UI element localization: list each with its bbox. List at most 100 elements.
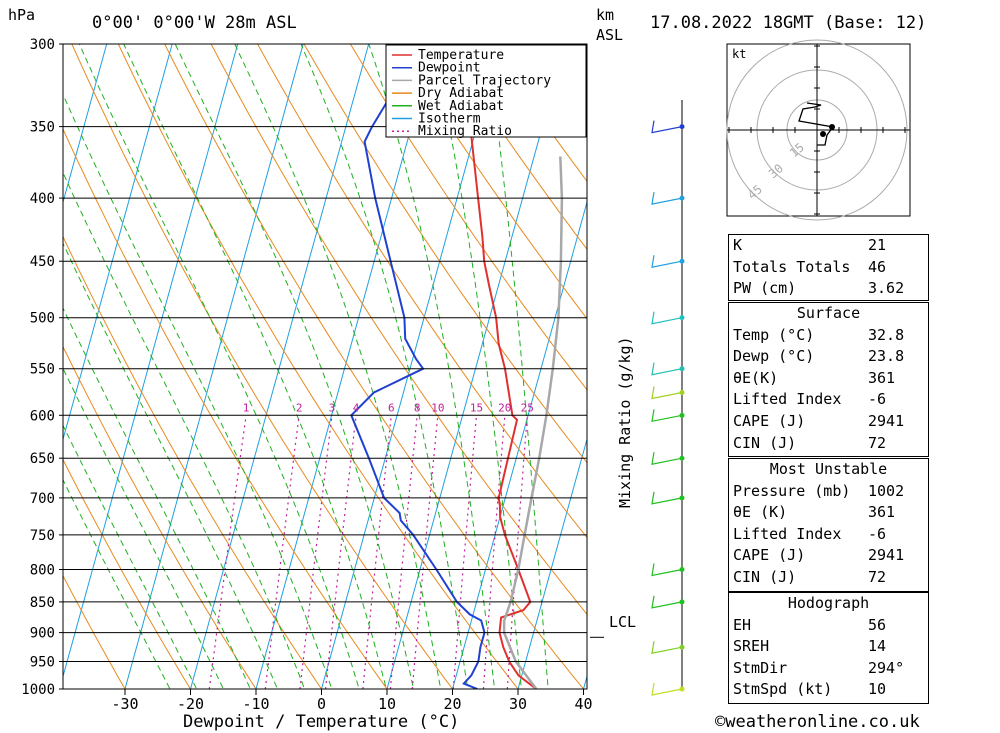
hodo_params-label: StmDir — [733, 658, 788, 677]
hodo_params-label: EH — [733, 615, 752, 634]
most_unstable-label: Lifted Index — [733, 524, 842, 543]
general-row: Totals Totals 46 — [729, 257, 928, 279]
mixing-ratio-line — [389, 415, 418, 689]
pressure-tick-label: 900 — [30, 626, 55, 642]
dry-adiabat-line — [63, 458, 192, 689]
hodograph-trace — [798, 102, 835, 146]
wet-adiabat-line — [368, 44, 496, 689]
temperature-tick-label: -30 — [111, 695, 138, 713]
indices-box-general: K 21 Totals Totals 46 PW (cm) 3.62 — [728, 234, 929, 301]
general-label: Totals Totals — [733, 257, 851, 276]
wet-adiabat-line — [486, 44, 549, 689]
surface-value: -6 — [868, 390, 887, 409]
surface-row: Dewp (°C) 23.8 — [729, 346, 928, 368]
pressure-tick-label: 300 — [30, 37, 55, 53]
wind-barb-dot — [679, 566, 685, 572]
isotherm-line — [124, 44, 304, 689]
mixing-ratio-label: 2 — [296, 401, 303, 414]
dry-adiabat-line — [349, 44, 587, 391]
height-unit-asl: ASL — [596, 26, 623, 44]
hodograph-storm-marker — [829, 124, 835, 130]
legend-entry: Wet Adiabat — [418, 99, 504, 114]
datetime-label: 17.08.2022 18GMT (Base: 12) — [650, 13, 926, 33]
surface-row: CAPE (J) 2941 — [729, 411, 928, 433]
mixing-ratio-label: 20 — [498, 401, 511, 414]
hodo_params-label: StmSpd (kt) — [733, 680, 833, 699]
wind-barb — [651, 192, 683, 205]
mixing-ratio-line — [324, 415, 357, 689]
mixing-ratio-label: 3 — [329, 401, 336, 414]
surface-value: 361 — [868, 368, 896, 387]
wet-adiabat-line — [63, 93, 333, 689]
hodo_params-value: 10 — [868, 680, 887, 699]
isotherm-line — [63, 44, 173, 442]
pressure-tick-label: 800 — [30, 562, 55, 578]
legend-entry: Dry Adiabat — [418, 86, 504, 101]
pressure-tick-label: 500 — [30, 311, 55, 327]
wet-adiabat-line — [174, 44, 415, 689]
surface-label: Lifted Index — [733, 390, 842, 409]
surface-row: CIN (J) 72 — [729, 433, 928, 455]
pressure-tick-label: 550 — [30, 362, 55, 378]
mixing-ratio-label: 1 — [243, 401, 250, 414]
mixing-ratio-label: 15 — [470, 401, 483, 414]
x-axis-label: Dewpoint / Temperature (°C) — [183, 712, 459, 732]
wet-adiabat-line — [63, 171, 306, 689]
hodograph-title: Hodograph — [787, 594, 870, 612]
pressure-tick-label: 700 — [30, 491, 55, 507]
dry-adiabat-line — [63, 574, 126, 689]
mixing-ratio-axis-label: Mixing Ratio (g/kg) — [616, 336, 634, 508]
height-unit-km: km — [596, 6, 614, 24]
wind-barb — [651, 362, 683, 376]
wet-adiabat-line — [63, 424, 198, 689]
legend-entry: Mixing Ratio — [418, 124, 512, 139]
mixing-ratio-line — [482, 415, 506, 689]
most_unstable-label: CAPE (J) — [733, 546, 806, 565]
wet-adiabat-line — [234, 44, 442, 689]
surface-value: 32.8 — [868, 325, 905, 344]
most_unstable-value: 1002 — [868, 481, 905, 500]
mixing-ratio-line — [452, 415, 478, 689]
mixing-ratio-label: 6 — [388, 401, 395, 414]
dry-adiabat-line — [396, 44, 587, 320]
surface-value: 23.8 — [868, 347, 905, 366]
most-unstable-title: Most Unstable — [769, 460, 888, 478]
indices-box-most-unstable: Most Unstable Pressure (mb) 1002 θE (K) 361… — [728, 458, 929, 592]
mixing-ratio-label: 8 — [414, 401, 421, 414]
hodo_params-row: SREH 14 — [729, 636, 928, 658]
surface-row: Temp (°C) 32.8 — [729, 325, 928, 347]
temperature-tick-label: -10 — [242, 695, 269, 713]
hodograph-unit-label: kt — [732, 47, 746, 61]
lcl-label: LCL — [609, 613, 636, 631]
footer-label: ©weatheronline.co.uk — [715, 712, 920, 732]
pressure-tick-label: 650 — [30, 451, 55, 467]
general-row: K 21 — [729, 235, 928, 257]
wind-barb — [651, 255, 683, 268]
temperature-tick-label: 10 — [378, 695, 396, 713]
indices-box-surface: Surface Temp (°C) 32.8 Dewp (°C) 23.8 θE(K) 3… — [728, 302, 929, 457]
hodo_params-row: StmSpd (kt) 10 — [729, 679, 928, 701]
temperature-tick-label: 20 — [443, 695, 461, 713]
hodo_params-row: EH 56 — [729, 615, 928, 637]
isotherm-line — [63, 44, 108, 205]
dewpoint-profile-line — [350, 86, 486, 689]
most_unstable-value: 72 — [868, 567, 887, 586]
legend-entry: Parcel Trajectory — [418, 73, 551, 88]
wind-barb — [651, 386, 683, 400]
pressure-unit-label: hPa — [8, 6, 35, 24]
temperature-tick-label: 30 — [509, 695, 527, 713]
location-label: 0°00' 0°00'W 28m ASL — [92, 13, 297, 33]
hodograph-storm-marker — [820, 131, 826, 137]
wet-adiabat-line — [78, 44, 360, 689]
general-value: 21 — [868, 236, 887, 254]
plot-frame — [62, 43, 588, 690]
pressure-tick-label: 400 — [30, 191, 55, 207]
isotherm-line — [517, 437, 587, 689]
hodo_params-value: 56 — [868, 615, 887, 634]
indices-box-hodograph: Hodograph EH 56 SREH 14 StmDir 294° StmSpd (kt… — [728, 592, 929, 704]
wind-barb — [651, 563, 683, 577]
pressure-tick-label: 350 — [30, 120, 55, 136]
surface-label: Temp (°C) — [733, 325, 815, 344]
surface-row: θE(K) 361 — [729, 368, 928, 390]
